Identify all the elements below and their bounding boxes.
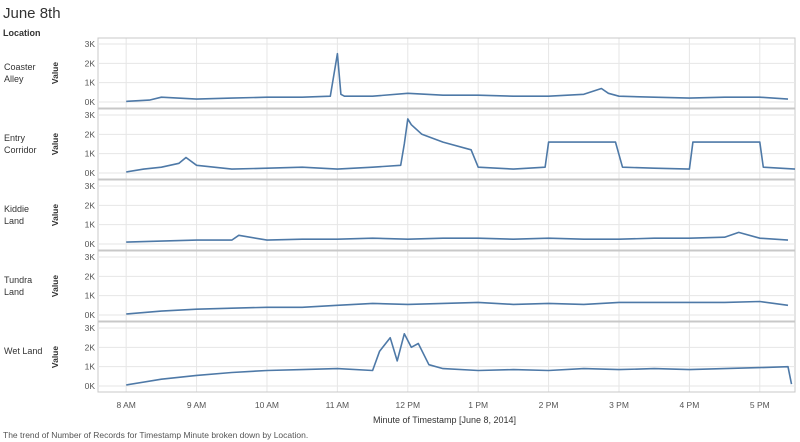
x-tick-label: 2 PM xyxy=(539,400,559,410)
series-line xyxy=(126,231,789,243)
y-axis-label: Value xyxy=(50,133,60,155)
y-tick-label: 1K xyxy=(85,291,96,301)
y-tick-label: 3K xyxy=(85,110,96,120)
facet-label: Alley xyxy=(4,74,24,84)
x-tick-label: 4 PM xyxy=(679,400,699,410)
y-tick-label: 1K xyxy=(85,362,96,372)
facet-label: Land xyxy=(4,287,24,297)
chart-caption: The trend of Number of Records for Times… xyxy=(3,430,309,440)
x-tick-label: 5 PM xyxy=(750,400,770,410)
y-tick-label: 0K xyxy=(85,97,96,107)
y-axis-label: Value xyxy=(50,204,60,226)
x-tick-label: 9 AM xyxy=(187,400,206,410)
y-tick-label: 0K xyxy=(85,168,96,178)
x-tick-label: 10 AM xyxy=(255,400,279,410)
facet-label: Entry xyxy=(4,133,26,143)
x-tick-label: 11 AM xyxy=(326,400,349,410)
y-tick-label: 2K xyxy=(85,129,96,139)
y-tick-label: 3K xyxy=(85,323,96,333)
facet-label: Wet Land xyxy=(4,346,42,356)
x-tick-label: 1 PM xyxy=(468,400,488,410)
y-axis-label: Value xyxy=(50,346,60,368)
facet-label: Tundra xyxy=(4,275,32,285)
facet-label: Kiddie xyxy=(4,204,29,214)
x-tick-label: 8 AM xyxy=(116,400,135,410)
y-axis-label: Value xyxy=(50,62,60,84)
y-tick-label: 3K xyxy=(85,181,96,191)
y-tick-label: 2K xyxy=(85,271,96,281)
chart-title: June 8th xyxy=(3,5,61,22)
facet-header: Location xyxy=(3,28,41,38)
y-tick-label: 1K xyxy=(85,220,96,230)
y-tick-label: 1K xyxy=(85,149,96,159)
y-tick-label: 0K xyxy=(85,310,96,320)
y-tick-label: 2K xyxy=(85,200,96,210)
facet-label: Land xyxy=(4,216,24,226)
series-line xyxy=(126,300,789,315)
y-tick-label: 2K xyxy=(85,58,96,68)
facet-label: Coaster xyxy=(4,62,36,72)
y-axis-label: Value xyxy=(50,275,60,297)
y-tick-label: 2K xyxy=(85,342,96,352)
facet-panel xyxy=(97,37,796,109)
facet-panel xyxy=(97,108,796,180)
facet-panel xyxy=(97,250,796,322)
series-line xyxy=(126,332,793,386)
y-tick-label: 1K xyxy=(85,78,96,88)
y-tick-label: 0K xyxy=(85,239,96,249)
y-tick-label: 0K xyxy=(85,381,96,391)
y-tick-label: 3K xyxy=(85,252,96,262)
facet-panel xyxy=(97,321,796,393)
series-line xyxy=(126,52,789,103)
x-tick-label: 12 PM xyxy=(395,400,420,410)
y-tick-label: 3K xyxy=(85,39,96,49)
x-tick-label: 3 PM xyxy=(609,400,629,410)
facet-panel xyxy=(97,179,796,251)
facet-label: Corridor xyxy=(4,145,37,155)
x-axis-label: Minute of Timestamp [June 8, 2014] xyxy=(373,415,516,425)
series-line xyxy=(126,118,796,173)
